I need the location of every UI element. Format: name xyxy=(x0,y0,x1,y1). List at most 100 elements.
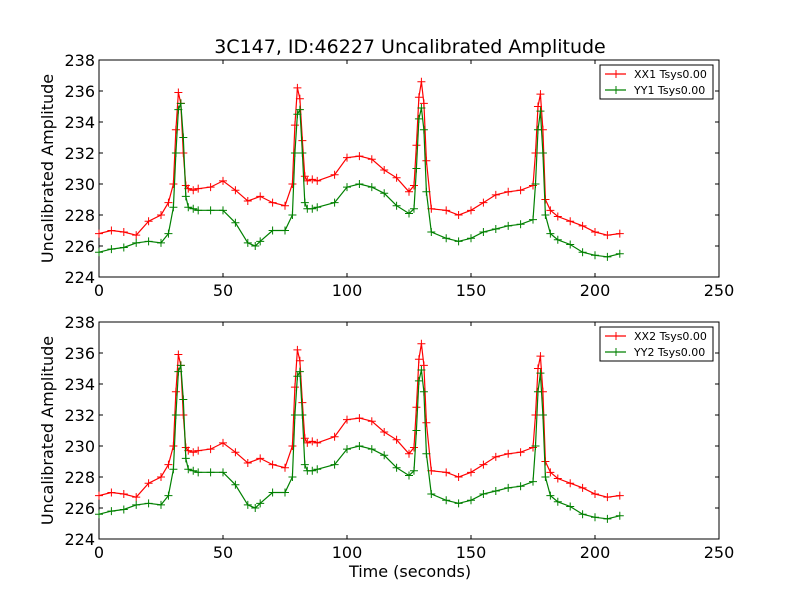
data-point-marker xyxy=(392,435,401,444)
data-point-marker xyxy=(288,473,297,481)
data-point-marker xyxy=(219,438,227,447)
legend-marker xyxy=(612,70,620,78)
data-point-marker xyxy=(171,125,180,134)
data-point-marker xyxy=(419,361,428,370)
data-point-marker xyxy=(343,153,351,162)
data-point-marker xyxy=(184,203,193,212)
data-point-marker xyxy=(491,224,500,233)
data-point-marker xyxy=(467,234,475,243)
data-point-marker xyxy=(531,180,540,188)
series-line xyxy=(98,81,620,236)
data-point-marker xyxy=(300,434,309,443)
data-point-marker xyxy=(293,110,302,119)
data-point-marker xyxy=(174,350,183,359)
data-point-marker xyxy=(95,229,103,238)
data-point-marker xyxy=(591,251,599,260)
data-point-marker xyxy=(107,488,116,497)
x-tick-label: 0 xyxy=(94,543,104,562)
data-point-marker xyxy=(566,240,575,249)
data-point-marker xyxy=(504,187,513,196)
data-point-marker xyxy=(107,245,116,254)
data-point-marker xyxy=(591,513,599,522)
data-point-marker xyxy=(268,460,277,469)
data-point-marker xyxy=(536,369,545,378)
data-point-marker xyxy=(343,415,351,424)
axes-frame xyxy=(98,59,720,278)
data-point-marker xyxy=(541,473,550,481)
data-point-marker xyxy=(409,204,418,213)
data-point-marker xyxy=(504,449,513,458)
data-point-marker xyxy=(367,183,376,192)
data-point-marker xyxy=(422,418,431,427)
data-point-marker xyxy=(303,438,312,447)
legend-box xyxy=(599,326,714,362)
data-point-marker xyxy=(300,198,309,207)
data-point-marker xyxy=(157,500,165,509)
y-tick-label: 228 xyxy=(64,206,95,225)
data-point-marker xyxy=(184,465,193,474)
y-tick-label: 226 xyxy=(64,237,95,256)
data-point-marker xyxy=(288,180,297,188)
series-yy2-tsys0.00 xyxy=(95,361,624,523)
data-point-marker xyxy=(295,105,304,114)
y-tick-label: 234 xyxy=(64,113,95,132)
data-point-marker xyxy=(427,490,436,499)
data-point-marker xyxy=(367,417,376,426)
data-point-marker xyxy=(164,491,173,500)
data-point-marker xyxy=(176,361,185,370)
data-point-marker xyxy=(454,211,463,219)
data-point-marker xyxy=(467,496,475,505)
data-point-marker xyxy=(181,454,190,463)
data-point-marker xyxy=(308,466,317,475)
y-tick-label: 238 xyxy=(64,313,95,332)
data-point-marker xyxy=(308,437,317,446)
data-point-marker xyxy=(417,366,426,375)
data-point-marker xyxy=(380,166,389,175)
data-point-marker xyxy=(603,231,612,240)
data-point-marker xyxy=(591,490,599,499)
legend-label: YY1 Tsys0.00 xyxy=(633,84,705,97)
data-point-marker xyxy=(157,238,165,247)
data-point-marker xyxy=(422,156,431,165)
legend-label: XX2 Tsys0.00 xyxy=(634,330,707,343)
data-point-marker xyxy=(330,170,339,179)
legend: XX1 Tsys0.00 YY1 Tsys0.00 xyxy=(599,64,714,100)
y-tick-label: 236 xyxy=(64,344,95,363)
data-point-marker xyxy=(181,192,190,201)
data-point-marker xyxy=(119,505,128,514)
data-point-marker xyxy=(578,510,587,519)
data-point-marker xyxy=(164,460,173,469)
x-axis-label: Time (seconds) xyxy=(348,562,471,581)
data-point-marker xyxy=(516,220,525,229)
y-tick-label: 238 xyxy=(64,51,95,70)
data-point-marker xyxy=(169,465,178,474)
data-point-marker xyxy=(206,183,215,192)
data-point-marker xyxy=(281,226,289,235)
data-point-marker xyxy=(174,88,183,97)
data-point-marker xyxy=(412,164,421,173)
data-point-marker xyxy=(615,249,624,258)
data-point-marker xyxy=(174,367,183,376)
data-point-marker xyxy=(164,229,173,238)
data-point-marker xyxy=(256,237,265,246)
legend-marker xyxy=(612,86,620,94)
data-point-marker xyxy=(442,468,451,477)
data-point-marker xyxy=(313,203,322,212)
data-point-marker xyxy=(546,491,555,500)
data-point-marker xyxy=(144,479,153,488)
data-point-marker xyxy=(603,252,612,261)
data-point-marker xyxy=(603,514,612,523)
data-point-marker xyxy=(529,215,537,224)
data-point-marker xyxy=(157,211,165,219)
data-point-marker xyxy=(144,499,153,508)
data-point-marker xyxy=(409,181,418,190)
data-point-marker xyxy=(392,201,401,210)
data-point-marker xyxy=(541,211,550,219)
data-point-marker xyxy=(454,473,463,481)
x-tick-label: 100 xyxy=(332,543,363,562)
data-point-marker xyxy=(300,460,309,469)
data-point-marker xyxy=(189,186,198,195)
data-point-marker xyxy=(330,432,339,441)
data-point-marker xyxy=(442,234,451,243)
